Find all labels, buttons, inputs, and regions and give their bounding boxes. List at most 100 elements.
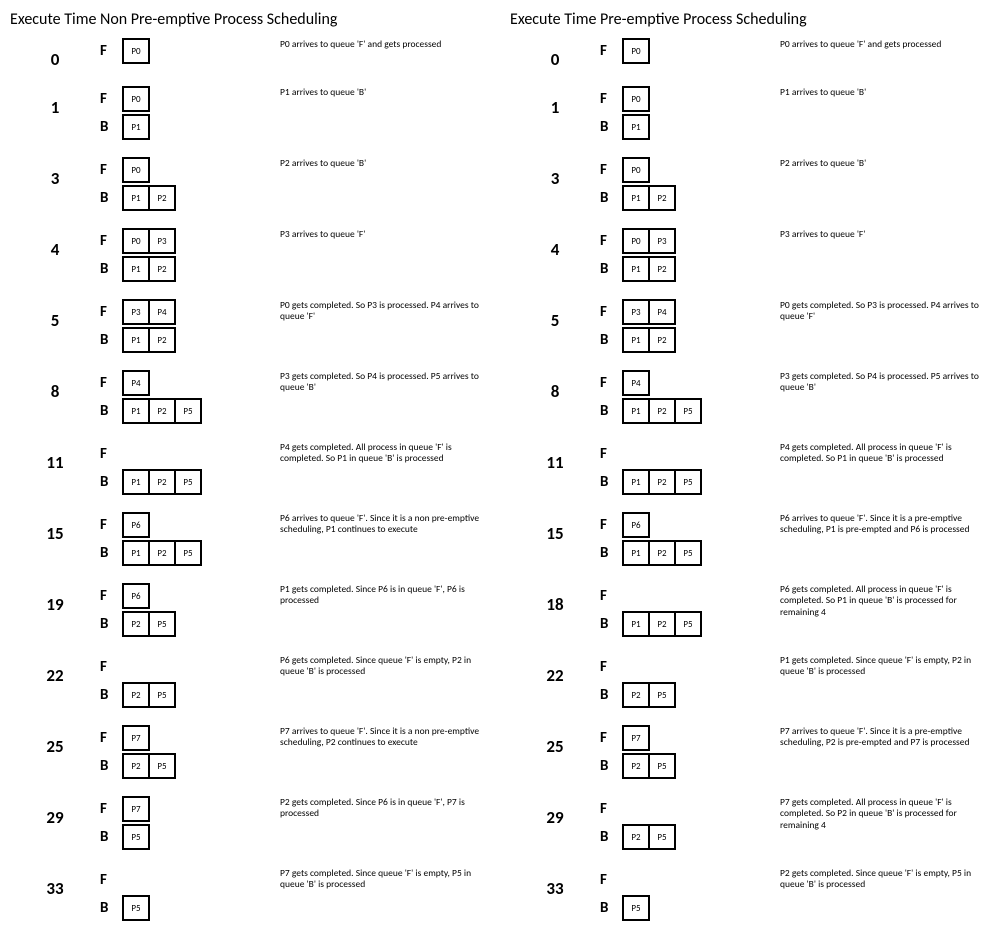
process-cell: P2 xyxy=(148,469,176,495)
queue-label: B xyxy=(100,899,122,917)
queue-label: F xyxy=(600,374,622,392)
queue-cells: P7 xyxy=(622,725,650,751)
queue-cells: P5 xyxy=(122,824,150,850)
queue-cells: P0P3 xyxy=(122,228,176,254)
process-cell: P7 xyxy=(122,725,150,751)
queue-row: BP2P5 xyxy=(600,752,780,780)
queues: FP0 xyxy=(600,37,780,65)
process-cell: P5 xyxy=(674,469,702,495)
process-cell: P3 xyxy=(122,299,150,325)
process-cell: P6 xyxy=(122,512,150,538)
exec-time: 29 xyxy=(510,795,600,828)
queue-row: FP6 xyxy=(100,582,280,610)
queue-label: F xyxy=(100,303,122,321)
step-description: P3 gets completed. So P4 is processed. P… xyxy=(780,369,980,394)
queues: FP3P4BP1P2 xyxy=(100,298,280,354)
queue-row: BP5 xyxy=(100,894,280,922)
process-cell: P5 xyxy=(622,895,650,921)
queue-cells: P1 xyxy=(122,114,150,140)
process-cell: P2 xyxy=(648,256,676,282)
queues: FP0BP1 xyxy=(100,85,280,141)
exec-time: 5 xyxy=(10,298,100,331)
queue-label: B xyxy=(600,260,622,278)
process-cell: P7 xyxy=(622,725,650,751)
queue-row: F xyxy=(100,653,280,681)
right-step: 4FP0P3BP1P2P3 arrives to queue 'F' xyxy=(510,227,990,283)
queue-row: BP2P5 xyxy=(600,823,780,851)
queue-row: BP5 xyxy=(100,823,280,851)
queue-row: FP6 xyxy=(600,511,780,539)
queue-cells: P1P2 xyxy=(622,327,676,353)
step-description: P1 arrives to queue 'B' xyxy=(780,85,980,98)
queue-label: B xyxy=(600,331,622,349)
queue-cells: P0 xyxy=(622,157,650,183)
process-cell: P0 xyxy=(122,38,150,64)
queue-row: F xyxy=(100,440,280,468)
exec-time: 15 xyxy=(510,511,600,544)
queue-row: F xyxy=(600,653,780,681)
process-cell: P1 xyxy=(622,114,650,140)
queue-cells: P1 xyxy=(622,114,650,140)
queue-row: FP0 xyxy=(600,37,780,65)
queue-row: BP1P2 xyxy=(600,255,780,283)
queue-label: B xyxy=(100,686,122,704)
queue-cells: P1P2P5 xyxy=(622,540,702,566)
step-description: P2 arrives to queue 'B' xyxy=(780,156,980,169)
queue-cells: P4 xyxy=(622,370,650,396)
queue-label: B xyxy=(600,615,622,633)
queue-label: B xyxy=(100,615,122,633)
queue-row: BP1P2P5 xyxy=(600,468,780,496)
process-cell: P4 xyxy=(648,299,676,325)
queue-cells: P1P2 xyxy=(122,185,176,211)
right-step: 5FP3P4BP1P2P0 gets completed. So P3 is p… xyxy=(510,298,990,354)
queues: FBP2P5 xyxy=(600,653,780,709)
process-cell: P2 xyxy=(122,611,150,637)
step-description: P2 gets completed. Since queue 'F' is em… xyxy=(780,866,980,891)
process-cell: P4 xyxy=(622,370,650,396)
queue-label: F xyxy=(100,516,122,534)
process-cell: P2 xyxy=(648,611,676,637)
exec-time: 19 xyxy=(10,582,100,615)
queue-cells: P7 xyxy=(122,796,150,822)
queue-cells: P6 xyxy=(622,512,650,538)
right-steps: 0FP0P0 arrives to queue 'F' and gets pro… xyxy=(510,37,990,922)
exec-time: 4 xyxy=(10,227,100,260)
queues: F BP5 xyxy=(100,866,280,922)
queue-label: F xyxy=(100,232,122,250)
queue-cells: P3P4 xyxy=(122,299,176,325)
step-description: P6 gets completed. Since queue 'F' is em… xyxy=(280,653,480,678)
queue-label: B xyxy=(600,544,622,562)
queue-label: F xyxy=(100,800,122,818)
left-step: 3FP0BP1P2P2 arrives to queue 'B' xyxy=(10,156,490,212)
process-cell: P6 xyxy=(122,583,150,609)
queue-label: F xyxy=(100,871,122,889)
left-step: 11FBP1P2P5P4 gets completed. All process… xyxy=(10,440,490,496)
queue-row: FP0 xyxy=(600,156,780,184)
queue-label: F xyxy=(600,729,622,747)
queue-row: BP1 xyxy=(100,113,280,141)
process-cell: P1 xyxy=(622,469,650,495)
queue-cells: P4 xyxy=(122,370,150,396)
queue-row: BP1P2P5 xyxy=(100,539,280,567)
step-description: P0 gets completed. So P3 is processed. P… xyxy=(280,298,480,323)
left-step: 1FP0BP1P1 arrives to queue 'B' xyxy=(10,85,490,141)
right-step: 8FP4BP1P2P5P3 gets completed. So P4 is p… xyxy=(510,369,990,425)
exec-time: 0 xyxy=(10,37,100,70)
process-cell: P1 xyxy=(622,540,650,566)
right-step: 3FP0BP1P2P2 arrives to queue 'B' xyxy=(510,156,990,212)
queue-label: B xyxy=(100,402,122,420)
step-description: P7 arrives to queue 'F'. Since it is a n… xyxy=(280,724,480,749)
left-step: 4FP0P3BP1P2P3 arrives to queue 'F' xyxy=(10,227,490,283)
exec-time: 29 xyxy=(10,795,100,828)
process-cell: P0 xyxy=(622,157,650,183)
left-step: 8FP4BP1P2P5P3 gets completed. So P4 is p… xyxy=(10,369,490,425)
process-cell: P2 xyxy=(648,540,676,566)
queue-label: F xyxy=(100,42,122,60)
queue-row: F xyxy=(600,866,780,894)
queues: FP6BP1P2P5 xyxy=(100,511,280,567)
queue-row: BP2P5 xyxy=(600,681,780,709)
queues: FBP5 xyxy=(600,866,780,922)
exec-time: 4 xyxy=(510,227,600,260)
process-cell: P0 xyxy=(622,86,650,112)
queue-cells: P1P2 xyxy=(622,256,676,282)
